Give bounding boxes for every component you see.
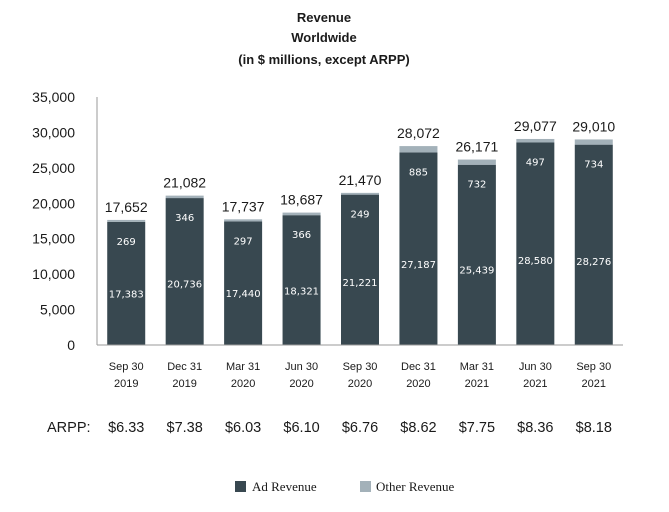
x-tick-label-year: 2019 (114, 378, 138, 390)
y-tick-label: 25,000 (32, 160, 75, 176)
ad-revenue-bar (282, 215, 321, 345)
other-revenue-label: 885 (409, 167, 428, 178)
x-tick-label-date: Jun 30 (285, 361, 318, 373)
other-revenue-label: 734 (584, 160, 603, 171)
arpp-value: $8.18 (576, 420, 612, 436)
x-tick-label-year: 2021 (465, 378, 489, 390)
bars: 17,383 269 17,652 20,736 346 21,082 17,440 297 1… (105, 118, 615, 345)
ad-revenue-label: 28,276 (576, 257, 611, 268)
ad-revenue-label: 18,321 (284, 286, 319, 297)
chart-title-line-3: (in $ millions, except ARPP) (238, 52, 409, 67)
ad-revenue-label: 25,439 (459, 265, 494, 276)
total-revenue-label: 18,687 (280, 192, 323, 208)
other-revenue-bar (224, 219, 263, 222)
other-revenue-label: 249 (350, 210, 369, 221)
legend-swatch-ad-revenue (235, 481, 246, 492)
ad-revenue-bar (399, 152, 438, 345)
legend-label-other-revenue: Other Revenue (376, 479, 455, 494)
ad-revenue-bar (165, 198, 204, 345)
ad-revenue-label: 17,383 (109, 289, 144, 300)
ad-revenue-label: 21,221 (343, 278, 378, 289)
other-revenue-bar (341, 192, 379, 195)
x-tick-label-year: 2020 (289, 378, 313, 390)
legend-swatch-other-revenue (360, 481, 371, 492)
x-tick-label-year: 2019 (172, 378, 196, 390)
x-tick-label-year: 2020 (348, 378, 372, 390)
x-tick-label-date: Mar 31 (460, 361, 494, 373)
other-revenue-label: 497 (526, 157, 545, 168)
y-tick-label: 20,000 (32, 195, 75, 211)
arpp-value: $6.76 (342, 420, 378, 436)
y-tick-label: 30,000 (32, 124, 75, 140)
x-tick-label-date: Dec 31 (167, 361, 202, 373)
chart-title-line-1: Revenue (297, 10, 351, 25)
ad-revenue-bar (341, 194, 379, 345)
ad-revenue-bar (224, 221, 263, 345)
other-revenue-bar (574, 139, 613, 145)
y-tick-label: 0 (67, 337, 75, 353)
x-tick-label-date: Sep 30 (576, 361, 611, 373)
y-tick-label: 10,000 (32, 266, 75, 282)
ad-revenue-label: 20,736 (167, 279, 202, 290)
other-revenue-bar (282, 212, 321, 216)
legend: Ad Revenue Other Revenue (235, 479, 455, 494)
y-axis: 0 5,000 10,000 15,000 20,000 25,000 30,000 35,0… (32, 89, 98, 353)
ad-revenue-bar (107, 221, 146, 345)
x-tick-label-date: Dec 31 (401, 361, 436, 373)
other-revenue-label: 366 (292, 230, 311, 241)
x-axis: Sep 30 2019 Dec 31 2019 Mar 31 2020 Jun 30 2020… (97, 344, 623, 390)
chart-title-line-2: Worldwide (291, 30, 356, 45)
total-revenue-label: 29,077 (514, 118, 557, 134)
ad-revenue-bar (457, 164, 496, 345)
arpp-value: $8.62 (400, 420, 436, 436)
ad-revenue-bar (516, 142, 555, 345)
arpp-value: $6.03 (225, 420, 261, 436)
arpp-value: $6.10 (283, 420, 319, 436)
arpp-label: ARPP: (47, 420, 91, 436)
x-tick-label-year: 2021 (582, 378, 606, 390)
other-revenue-bar (399, 146, 438, 153)
total-revenue-label: 17,737 (222, 198, 265, 214)
y-tick-label: 15,000 (32, 231, 75, 247)
legend-label-ad-revenue: Ad Revenue (252, 479, 317, 494)
other-revenue-label: 297 (234, 236, 253, 247)
x-tick-label-date: Jun 30 (519, 361, 552, 373)
other-revenue-label: 346 (175, 213, 194, 224)
x-tick-label-year: 2020 (231, 378, 255, 390)
arpp-value: $6.33 (108, 420, 144, 436)
other-revenue-bar (165, 195, 204, 199)
other-revenue-label: 732 (467, 180, 486, 191)
y-tick-label: 35,000 (32, 89, 75, 105)
other-revenue-bar (516, 138, 555, 143)
ad-revenue-label: 27,187 (401, 260, 436, 271)
ad-revenue-label: 28,580 (518, 256, 553, 267)
total-revenue-label: 17,652 (105, 199, 148, 215)
x-tick-label-year: 2021 (523, 378, 547, 390)
y-tick-label: 5,000 (40, 302, 75, 318)
total-revenue-label: 28,072 (397, 125, 440, 141)
ad-revenue-bar (574, 144, 613, 345)
other-revenue-label: 269 (117, 237, 136, 248)
x-tick-label-date: Sep 30 (343, 361, 378, 373)
total-revenue-label: 21,470 (339, 172, 382, 188)
x-tick-label-year: 2020 (406, 378, 430, 390)
total-revenue-label: 26,171 (455, 139, 498, 155)
total-revenue-label: 21,082 (163, 175, 206, 191)
x-tick-label-date: Sep 30 (109, 361, 144, 373)
x-tick-label-date: Mar 31 (226, 361, 260, 373)
ad-revenue-label: 17,440 (226, 289, 261, 300)
arpp-value: $8.36 (517, 420, 553, 436)
arpp-value: $7.38 (167, 420, 203, 436)
arpp-row: $6.33 $7.38 $6.03 $6.10 $6.76 $8.62 $7.75 $8.36… (47, 420, 612, 436)
arpp-value: $7.75 (459, 420, 495, 436)
other-revenue-bar (107, 219, 146, 222)
total-revenue-label: 29,010 (572, 118, 615, 134)
other-revenue-bar (457, 159, 496, 165)
